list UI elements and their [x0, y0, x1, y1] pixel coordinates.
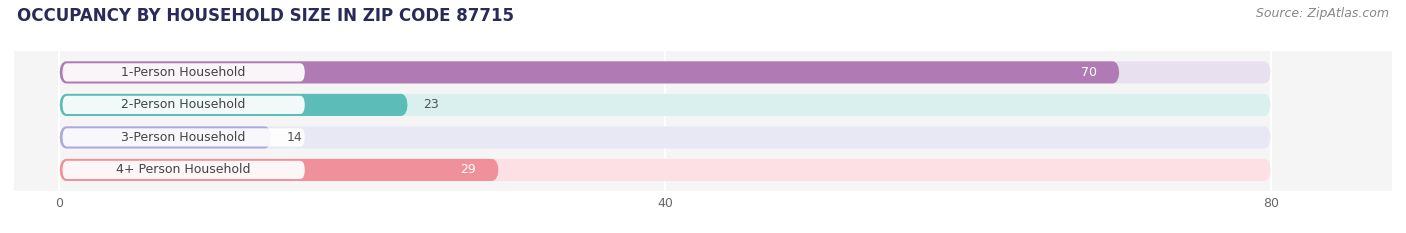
Text: Source: ZipAtlas.com: Source: ZipAtlas.com: [1256, 7, 1389, 20]
FancyBboxPatch shape: [59, 94, 408, 116]
FancyBboxPatch shape: [62, 128, 305, 147]
Text: 29: 29: [460, 163, 475, 176]
Text: 70: 70: [1081, 66, 1097, 79]
FancyBboxPatch shape: [59, 159, 499, 181]
Text: 2-Person Household: 2-Person Household: [121, 98, 246, 111]
FancyBboxPatch shape: [59, 126, 1271, 148]
FancyBboxPatch shape: [62, 96, 305, 114]
Text: OCCUPANCY BY HOUSEHOLD SIZE IN ZIP CODE 87715: OCCUPANCY BY HOUSEHOLD SIZE IN ZIP CODE …: [17, 7, 513, 25]
FancyBboxPatch shape: [62, 63, 305, 82]
Text: 1-Person Household: 1-Person Household: [121, 66, 246, 79]
FancyBboxPatch shape: [59, 126, 271, 148]
FancyBboxPatch shape: [59, 61, 1271, 83]
Text: 4+ Person Household: 4+ Person Household: [117, 163, 250, 176]
FancyBboxPatch shape: [62, 161, 305, 179]
FancyBboxPatch shape: [59, 61, 1119, 83]
FancyBboxPatch shape: [59, 159, 1271, 181]
Text: 23: 23: [423, 98, 439, 111]
FancyBboxPatch shape: [59, 94, 1271, 116]
Text: 14: 14: [287, 131, 302, 144]
Text: 3-Person Household: 3-Person Household: [121, 131, 246, 144]
